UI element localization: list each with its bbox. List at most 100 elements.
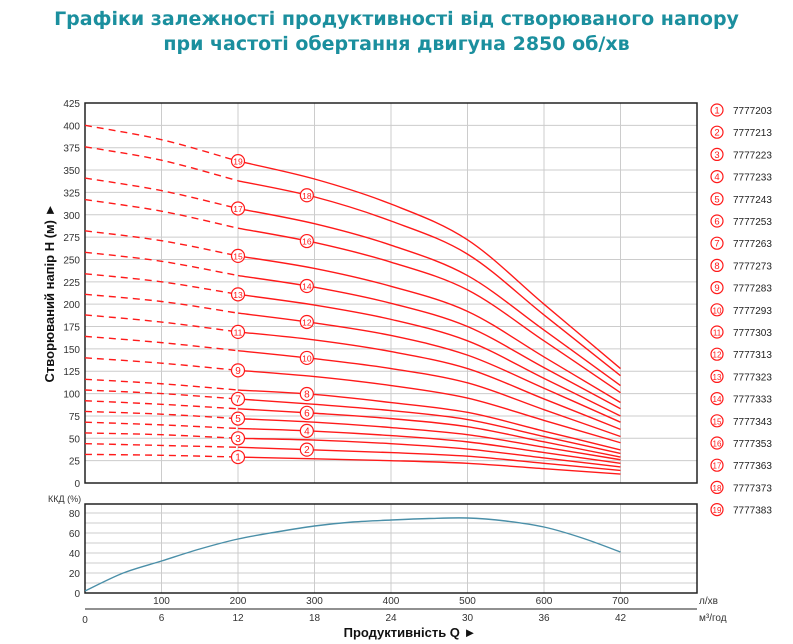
curve-marker-circle	[230, 201, 246, 216]
m3h-tick-label: 12	[232, 613, 244, 624]
y-tick-label: 100	[63, 390, 80, 401]
curve-marker-circle	[299, 386, 314, 402]
legend-marker-label: 6	[714, 217, 719, 228]
legend-marker-label: 19	[713, 506, 722, 515]
curve-marker-label: 14	[302, 282, 312, 292]
head-curve-dashed-12	[84, 293, 239, 314]
legend-entry: 7777313	[733, 350, 772, 361]
curve-marker-circle	[230, 391, 246, 407]
head-curve-dashed-15	[84, 230, 239, 257]
legend-entry: 7777323	[733, 372, 772, 383]
y-tick-label: 250	[63, 255, 80, 266]
chart-title-line2: при частоті обертання двигуна 2850 об/хв	[163, 33, 630, 55]
head-curve-9	[237, 369, 621, 444]
efficiency-axis-label: ККД (%)	[48, 494, 81, 504]
eff-y-tick-label: 0	[74, 589, 80, 600]
y-tick-label: 150	[63, 345, 80, 356]
curve-marker-circle	[299, 233, 314, 249]
legend-marker-circle	[710, 147, 724, 161]
curve-marker-circle	[230, 248, 246, 263]
x-axis-label: Продуктивність Q ►	[344, 625, 477, 640]
curve-marker-label: 2	[304, 445, 310, 456]
legend-entry: 7777213	[733, 128, 772, 139]
curve-marker-circle	[299, 442, 314, 457]
head-curve-18	[237, 180, 621, 377]
legend-marker-circle	[710, 458, 724, 472]
y-tick-label: 75	[69, 412, 81, 423]
lpm-tick-label: 300	[306, 596, 323, 607]
legend-marker-label: 14	[713, 395, 722, 404]
lpm-tick-label: 600	[536, 596, 553, 607]
efficiency-plot-frame	[84, 503, 698, 594]
head-curve-dashed-13	[84, 273, 239, 296]
curve-marker-label: 15	[233, 251, 243, 261]
y-tick-label: 200	[63, 300, 80, 311]
curve-marker-circle	[299, 314, 314, 330]
legend-marker-label: 13	[713, 373, 722, 382]
head-curve-dashed-10	[84, 335, 239, 352]
head-curve-14	[237, 274, 621, 410]
legend-entry: 7777293	[733, 306, 772, 317]
legend-marker-circle	[710, 103, 724, 117]
legend-entry: 7777273	[733, 261, 772, 272]
curve-marker-label: 8	[304, 390, 310, 401]
curve-marker-label: 13	[233, 290, 243, 300]
curve-marker-circle	[299, 350, 314, 366]
m3h-tick-label: 36	[538, 613, 550, 624]
legend-marker-label: 8	[714, 261, 719, 272]
legend-entry: 7777243	[733, 195, 772, 206]
legend-marker-label: 18	[713, 484, 722, 493]
eff-y-tick-label: 40	[69, 549, 81, 560]
legend-marker-circle	[710, 369, 724, 383]
curve-marker-circle	[230, 154, 246, 169]
legend-marker-circle	[710, 325, 724, 339]
legend-entry: 7777333	[733, 395, 772, 406]
curve-marker-label: 7	[235, 394, 241, 405]
legend-marker-circle	[710, 236, 724, 250]
curve-marker-label: 4	[304, 426, 310, 437]
y-tick-label: 0	[74, 479, 80, 490]
eff-y-tick-label: 60	[69, 529, 81, 540]
m3h-tick-label: 30	[462, 613, 474, 624]
efficiency-curve	[84, 517, 621, 592]
lpm-tick-label: 100	[153, 596, 170, 607]
legend-entry: 7777343	[733, 417, 772, 428]
head-curve-15	[237, 255, 621, 404]
lpm-unit: л/хв	[699, 596, 718, 607]
legend-entry: 7777203	[733, 106, 772, 117]
legend-entry: 7777353	[733, 439, 772, 450]
legend-marker-label: 10	[713, 306, 722, 315]
head-curve-dashed-8	[84, 378, 239, 391]
y-tick-label: 375	[63, 144, 80, 155]
legend-marker-circle	[710, 214, 724, 228]
y-tick-label: 225	[63, 278, 80, 289]
y-tick-label: 125	[63, 367, 80, 378]
legend-marker-circle	[710, 192, 724, 206]
y-axis-label: Створюваний напір H (м) ►	[42, 204, 57, 383]
head-curve-dashed-16	[84, 198, 239, 229]
head-curve-dashed-7	[84, 389, 239, 400]
legend-marker-label: 11	[713, 329, 722, 338]
lpm-tick-label: 500	[459, 596, 476, 607]
legend-marker-label: 15	[713, 417, 722, 426]
head-curve-13	[237, 293, 621, 417]
head-curve-5	[237, 417, 621, 461]
head-curve-dashed-14	[84, 251, 239, 277]
curve-marker-label: 3	[235, 434, 241, 445]
curve-marker-circle	[230, 363, 246, 378]
lpm-tick-label: 200	[230, 596, 247, 607]
y-tick-label: 175	[63, 323, 80, 334]
curve-marker-label: 11	[234, 327, 243, 337]
y-tick-label: 350	[63, 166, 80, 177]
curve-marker-label: 1	[235, 453, 241, 464]
m3h-unit: м³/год	[699, 613, 727, 624]
legend-marker-label: 17	[713, 462, 722, 471]
eff-y-tick-label: 80	[69, 509, 81, 520]
head-curve-dashed-4	[84, 421, 239, 430]
legend-marker-label: 9	[714, 283, 719, 294]
lpm-tick-label: 400	[383, 596, 400, 607]
y-tick-label: 50	[69, 434, 81, 445]
legend-marker-circle	[710, 414, 724, 428]
curve-marker-label: 19	[233, 157, 243, 167]
